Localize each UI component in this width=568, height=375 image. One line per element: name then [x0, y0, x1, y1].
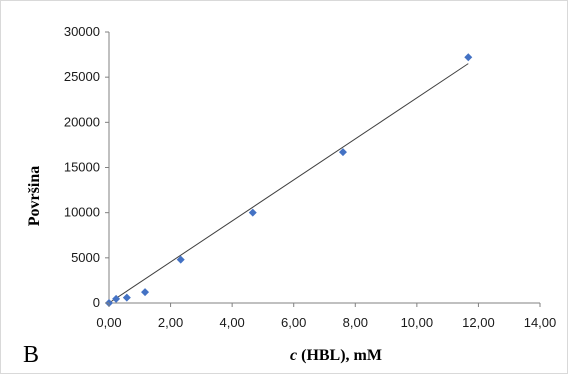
x-axis-title-rest: (HBL), mM [297, 347, 382, 364]
data-point [338, 148, 347, 157]
y-tick-label: 15000 [64, 160, 100, 175]
y-tick-labels: 0 5000 10000 15000 20000 25000 30000 [64, 24, 109, 310]
y-tick-label: 20000 [64, 114, 100, 129]
data-point [122, 293, 131, 302]
data-point [176, 255, 185, 264]
x-axis-title-italic: c [290, 347, 297, 364]
y-tick-label: 10000 [64, 205, 100, 220]
data-point [464, 53, 473, 62]
x-tick-label: 8,00 [343, 315, 368, 330]
y-tick-label: 30000 [64, 24, 100, 39]
data-points [105, 53, 473, 307]
y-axis-title: Površina [26, 166, 43, 226]
trendline [108, 63, 469, 304]
data-point [141, 288, 150, 297]
axes [108, 32, 540, 304]
x-tick-label: 4,00 [219, 315, 244, 330]
x-tick-label: 10,00 [401, 315, 434, 330]
y-tick-label: 25000 [64, 69, 100, 84]
x-tick-labels: 0,00 2,00 4,00 6,00 8,00 10,00 12,00 14,00 [96, 303, 556, 330]
x-tick-label: 14,00 [524, 315, 557, 330]
x-axis-title: c (HBL), mM [290, 347, 382, 364]
data-point [112, 294, 121, 303]
x-tick-label: 0,00 [96, 315, 121, 330]
x-tick-label: 2,00 [158, 315, 183, 330]
data-point [248, 208, 257, 217]
y-tick-label: 5000 [71, 250, 100, 265]
trendline-group [108, 63, 469, 304]
y-tick-label: 0 [93, 295, 100, 310]
x-tick-label: 6,00 [281, 315, 306, 330]
panel-label: B [23, 342, 39, 368]
x-tick-label: 12,00 [462, 315, 495, 330]
